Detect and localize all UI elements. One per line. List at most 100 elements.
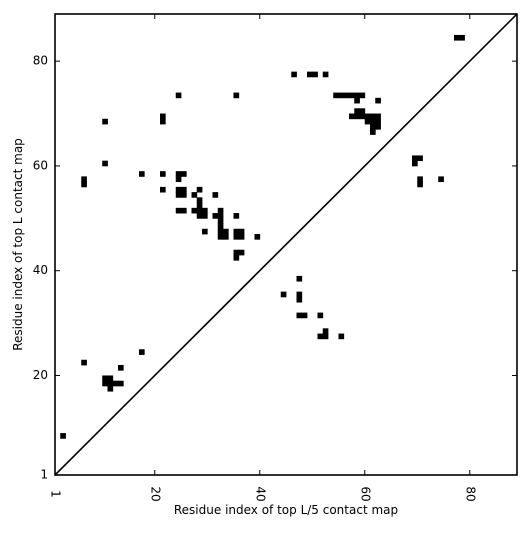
contact-point: [181, 186, 187, 193]
contact-point: [181, 171, 187, 177]
contact-point: [223, 228, 229, 235]
contact-point: [417, 176, 423, 183]
contact-point: [60, 433, 66, 439]
x-axis-label: Residue index of top L/5 contact map: [174, 503, 398, 517]
contact-point: [238, 249, 245, 256]
contact-point: [312, 71, 318, 78]
y-tick-label: 80: [33, 54, 48, 68]
contact-point: [375, 118, 381, 125]
x-tick-label: 20: [148, 486, 162, 501]
contact-point: [196, 186, 203, 193]
contact-point: [317, 333, 324, 340]
contact-point: [417, 155, 423, 162]
contact-point: [364, 118, 371, 125]
contact-point: [370, 129, 376, 135]
contact-point: [254, 234, 261, 240]
contact-point: [349, 92, 355, 99]
contact-point: [81, 176, 87, 183]
contact-point: [223, 234, 229, 240]
contact-point: [322, 328, 329, 334]
contact-point: [112, 380, 119, 387]
contact-point: [102, 160, 108, 167]
contact-point: [354, 92, 360, 99]
contact-point: [454, 34, 460, 41]
y-tick-label: 60: [33, 158, 48, 172]
contact-point: [354, 97, 360, 104]
contact-point: [438, 176, 444, 183]
contact-point: [375, 124, 381, 130]
contact-point: [175, 176, 182, 183]
x-tick-label: 80: [463, 486, 477, 501]
contact-point: [212, 192, 219, 198]
contact-point: [107, 375, 114, 382]
contact-point: [338, 333, 345, 340]
contact-point: [354, 108, 360, 114]
contact-point: [233, 213, 240, 219]
contact-point: [202, 213, 208, 219]
contact-point: [343, 92, 350, 99]
contact-point: [317, 312, 324, 319]
data-points: [60, 34, 465, 439]
contact-point: [375, 97, 381, 104]
contact-point: [333, 92, 339, 99]
contact-point: [217, 213, 224, 219]
contact-point: [175, 207, 182, 214]
y-tick-labels: 1 20 40 60 80: [33, 54, 48, 482]
contact-point: [238, 234, 245, 240]
contact-point: [196, 213, 203, 219]
contact-point: [233, 249, 240, 256]
contact-point: [107, 380, 114, 387]
y-tick-label: 20: [33, 368, 48, 382]
contact-point: [375, 113, 381, 120]
plot-frame: [54, 13, 518, 476]
contact-point: [338, 92, 345, 99]
contact-point: [107, 385, 114, 392]
contact-point: [217, 218, 224, 224]
contact-point: [175, 186, 182, 193]
contact-point: [233, 254, 240, 261]
contact-point: [191, 207, 198, 214]
contact-point: [181, 207, 187, 214]
contact-point: [217, 228, 224, 235]
contact-point: [233, 228, 240, 235]
contact-point: [301, 312, 308, 319]
contact-point: [322, 333, 329, 340]
contact-point: [175, 92, 182, 99]
contact-point: [202, 228, 208, 235]
contact-point: [160, 186, 166, 193]
contact-point: [233, 92, 240, 99]
contact-point: [354, 113, 360, 120]
contact-point: [359, 92, 366, 99]
contact-point: [102, 375, 108, 382]
contact-point: [296, 312, 303, 319]
contact-point: [370, 113, 376, 120]
x-tick-label: 1: [49, 490, 63, 498]
contact-point: [160, 118, 166, 125]
contact-point: [359, 108, 366, 114]
x-tick-label: 40: [253, 486, 267, 501]
contact-point: [296, 275, 303, 282]
contact-point: [160, 113, 166, 120]
contact-point: [175, 192, 182, 198]
contact-point: [217, 207, 224, 214]
contact-point: [296, 296, 303, 303]
y-tick-label: 1: [40, 468, 48, 482]
contact-point: [196, 207, 203, 214]
contact-point: [307, 71, 313, 78]
contact-point: [196, 202, 203, 209]
contact-point: [160, 171, 166, 177]
contact-point: [202, 207, 208, 214]
contact-point: [139, 349, 145, 355]
contact-point: [370, 124, 376, 130]
contact-point: [81, 181, 87, 188]
contact-point: [118, 364, 124, 371]
contact-point: [238, 228, 245, 235]
contact-point: [412, 160, 418, 167]
contact-point: [217, 234, 224, 240]
y-tick-label: 40: [33, 263, 48, 277]
contact-point: [280, 291, 287, 298]
contact-point: [217, 223, 224, 230]
contact-point: [118, 380, 124, 387]
